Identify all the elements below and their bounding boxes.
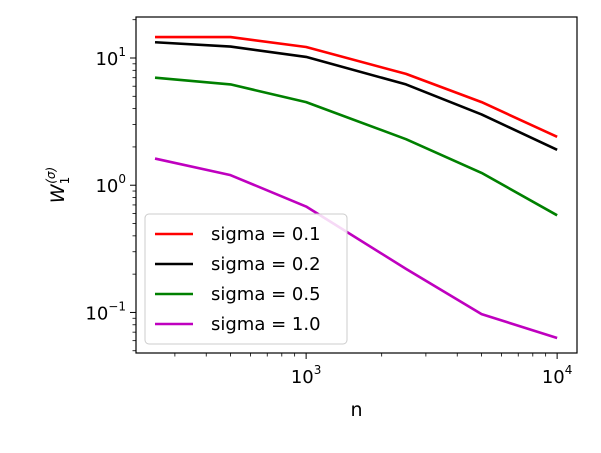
plot-frame <box>135 16 578 354</box>
y-axis-label-sup: (σ) <box>44 167 58 184</box>
series-line-0 <box>155 35 558 139</box>
legend-label-3: sigma = 1.0 <box>211 314 321 335</box>
legend-label-2: sigma = 0.5 <box>211 284 321 305</box>
x-axis-label: n <box>350 399 362 421</box>
series-line-3 <box>154 157 558 340</box>
y-tick-label: 101 <box>95 45 126 70</box>
series-line-1 <box>154 40 558 151</box>
legend-label-0: sigma = 0.1 <box>211 224 321 245</box>
y-axis-label: W1(σ) <box>44 167 72 203</box>
y-tick-label: 100 <box>95 172 126 197</box>
legend-label-1: sigma = 0.2 <box>211 254 321 275</box>
y-axis-label-sub: 1 <box>58 177 72 185</box>
series-layer <box>154 35 558 340</box>
x-tick-label: 104 <box>542 363 573 388</box>
x-tick-label: 103 <box>291 363 322 388</box>
y-tick-label: 10−1 <box>85 299 126 324</box>
series-line-2 <box>154 76 558 217</box>
legend: sigma = 0.1 sigma = 0.2 sigma = 0.5 sigma =… <box>144 213 348 345</box>
major-ticks: 103 104 10−1 100 101 <box>85 45 572 388</box>
legend-box <box>144 213 348 345</box>
y-axis-label-base: W <box>47 183 69 203</box>
